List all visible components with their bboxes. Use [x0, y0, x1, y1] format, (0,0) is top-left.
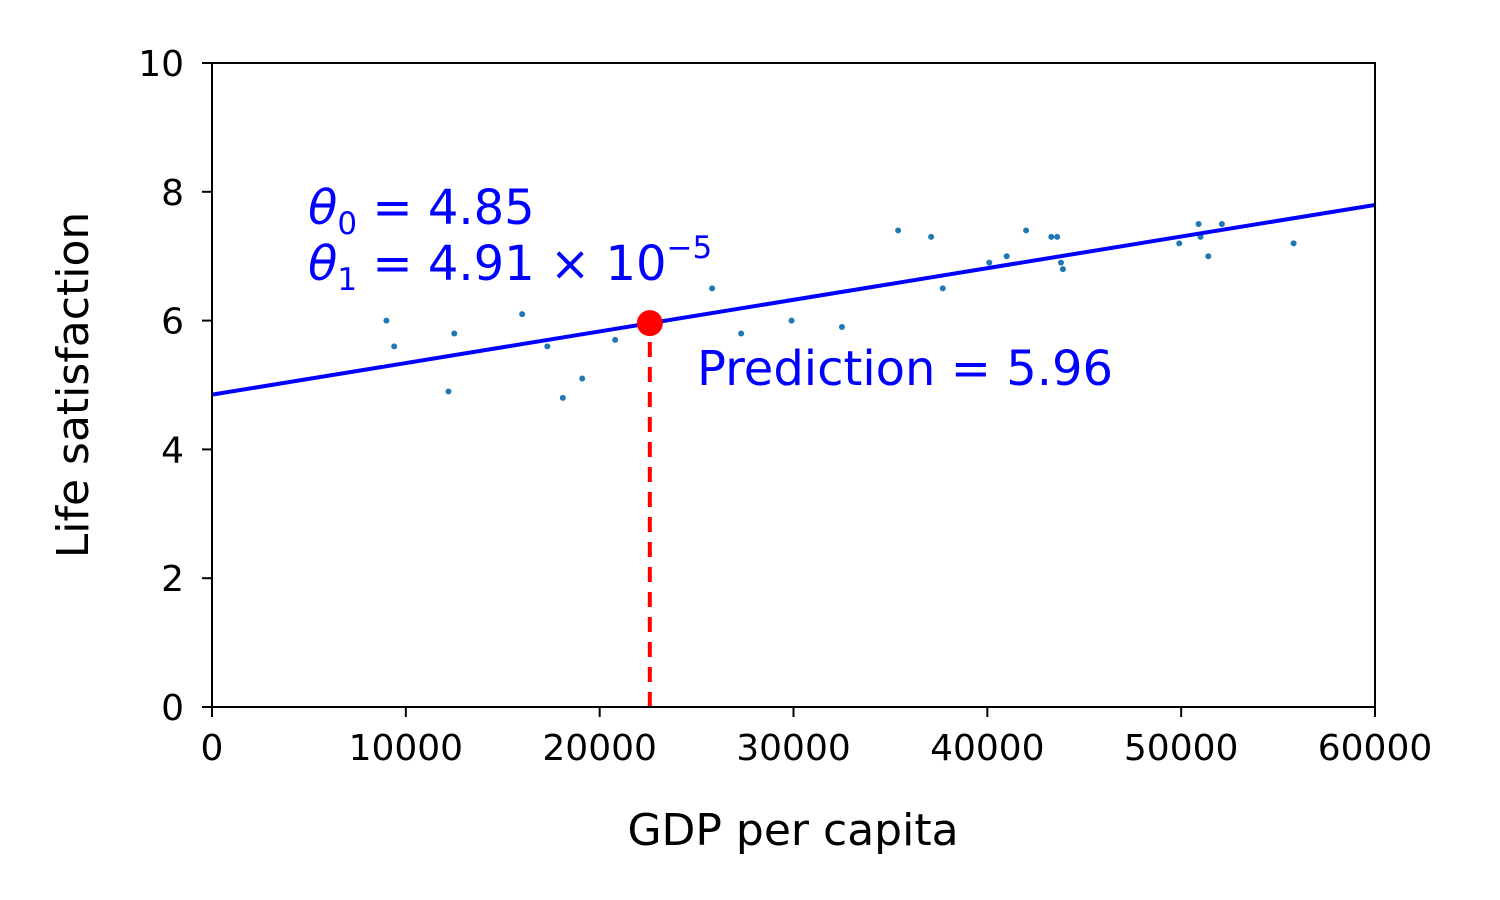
x-tick-label: 20000: [542, 728, 657, 769]
scatter-point: [895, 227, 902, 234]
theta1-value: = 4.91 × 10: [357, 236, 666, 292]
scatter-point: [1003, 253, 1010, 260]
y-axis-title: Life satisfaction: [48, 212, 99, 559]
y-tick-label: 0: [161, 688, 184, 729]
scatter-point: [519, 311, 526, 318]
theta1-subscript: 1: [337, 262, 357, 298]
scatter-point: [838, 324, 845, 331]
theta0-value: = 4.85: [357, 180, 535, 236]
theta0-annotation: θ0 = 4.85: [308, 180, 535, 242]
scatter-point: [738, 330, 745, 337]
scatter-point: [1205, 253, 1212, 260]
y-tick-label: 6: [161, 302, 184, 343]
scatter-point: [383, 317, 390, 324]
scatter-point: [1218, 221, 1225, 227]
scatter-point: [391, 343, 398, 350]
scatter-point: [1048, 233, 1055, 240]
scatter-point: [559, 394, 566, 401]
x-tick-label: 60000: [1318, 728, 1433, 769]
theta0-subscript: 0: [337, 206, 357, 242]
scatter-point: [939, 285, 946, 292]
y-tick-label: 4: [161, 430, 184, 471]
x-axis: 0 10000 20000 30000 40000 50000 60000: [201, 707, 1433, 769]
scatter-point: [445, 388, 452, 395]
scatter-point: [986, 259, 993, 266]
scatter-point: [928, 233, 935, 240]
scatter-point: [788, 317, 795, 324]
theta1-symbol: θ: [308, 236, 337, 292]
scatter-point: [612, 336, 619, 343]
y-tick-label: 10: [138, 44, 184, 85]
scatter-point: [1059, 266, 1066, 273]
scatter-point: [1290, 240, 1297, 247]
scatter-point: [1023, 227, 1030, 234]
scatter-point: [451, 330, 458, 337]
y-axis: 0 2 4 6 8 10: [138, 44, 212, 729]
y-tick-label: 2: [161, 559, 184, 600]
scatter-point: [579, 375, 586, 382]
prediction-point: [636, 310, 663, 337]
theta0-symbol: θ: [308, 180, 337, 236]
x-axis-title: GDP per capita: [627, 805, 958, 856]
scatter-point: [1195, 221, 1202, 227]
x-tick-label: 30000: [736, 728, 851, 769]
scatter-point: [709, 285, 716, 292]
x-tick-label: 50000: [1124, 728, 1239, 769]
theta1-annotation: θ1 = 4.91 × 10−5: [308, 230, 712, 298]
x-tick-label: 40000: [930, 728, 1045, 769]
scatter-point: [1054, 233, 1061, 240]
scatter-point: [544, 343, 551, 350]
scatter-point: [1176, 240, 1183, 247]
x-tick-label: 10000: [349, 728, 464, 769]
x-tick-label: 0: [201, 728, 224, 769]
prediction-annotation: Prediction = 5.96: [697, 341, 1113, 397]
y-tick-label: 8: [161, 173, 184, 214]
theta1-exponent: −5: [667, 230, 713, 266]
regression-line: [212, 202, 1375, 397]
scatter-point: [1057, 259, 1064, 266]
